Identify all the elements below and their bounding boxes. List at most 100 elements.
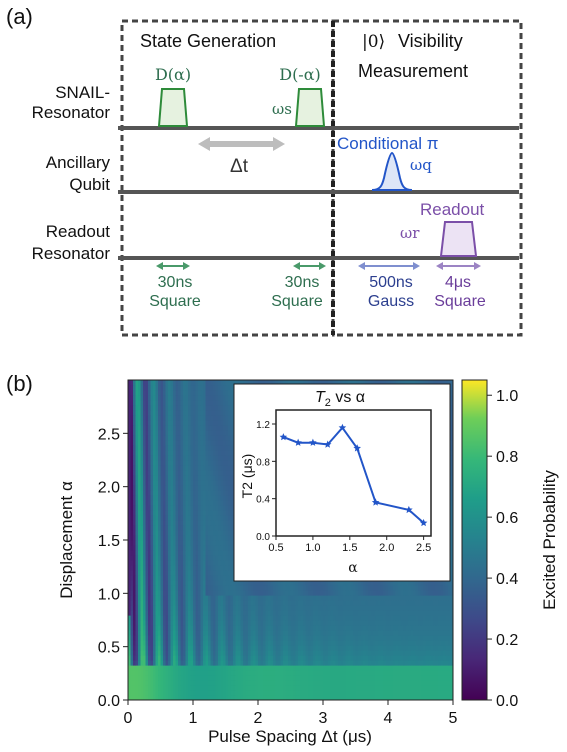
- heatmap-cell: [373, 670, 377, 676]
- heatmap-cell: [448, 590, 452, 596]
- heatmap-cell: [275, 605, 279, 611]
- heatmap-cell: [395, 645, 399, 651]
- heatmap-cell: [288, 625, 292, 631]
- heatmap-cell: [450, 510, 453, 516]
- heatmap-cell: [150, 515, 154, 521]
- heatmap-cell: [358, 605, 362, 611]
- heatmap-cell: [178, 550, 182, 556]
- heatmap-cell: [390, 660, 394, 666]
- heatmap-cell: [205, 590, 209, 596]
- heatmap-cell: [370, 580, 374, 586]
- heatmap-cell: [190, 625, 194, 631]
- heatmap-cell: [283, 585, 287, 591]
- heatmap-cell: [135, 520, 139, 526]
- heatmap-cell: [145, 655, 149, 661]
- heatmap-cell: [368, 635, 372, 641]
- heatmap-cell: [278, 595, 282, 601]
- heatmap-cell: [345, 675, 349, 681]
- heatmap-cell: [130, 535, 134, 541]
- heatmap-cell: [180, 570, 184, 576]
- heatmap-cell: [400, 690, 404, 696]
- heatmap-cell: [333, 615, 337, 621]
- heatmap-cell: [363, 695, 367, 700]
- heatmap-cell: [415, 665, 419, 671]
- heatmap-cell: [208, 665, 212, 671]
- heatmap-cell: [350, 660, 354, 666]
- heatmap-cell: [193, 595, 197, 601]
- heatmap-cell: [440, 585, 444, 591]
- heatmap-cell: [240, 660, 244, 666]
- heatmap-cell: [400, 665, 404, 671]
- heatmap-cell: [225, 640, 229, 646]
- heatmap-cell: [180, 520, 184, 526]
- heatmap-cell: [258, 620, 262, 626]
- heatmap-cell: [190, 520, 194, 526]
- heatmap-cell: [228, 635, 232, 641]
- heatmap-cell: [405, 585, 409, 591]
- heatmap-cell: [178, 600, 182, 606]
- heatmap-cell: [278, 695, 282, 700]
- heatmap-cell: [345, 645, 349, 651]
- heatmap-cell: [450, 615, 453, 621]
- heatmap-cell: [188, 585, 192, 591]
- heatmap-cell: [310, 580, 314, 586]
- heatmap-cell: [213, 550, 217, 556]
- heatmap-cell: [163, 580, 167, 586]
- heatmap-cell: [388, 615, 392, 621]
- heatmap-cell: [393, 585, 397, 591]
- heatmap-cell: [148, 545, 152, 551]
- heatmap-cell: [380, 685, 384, 691]
- heatmap-cell: [143, 670, 147, 676]
- heatmap-cell: [135, 620, 139, 626]
- heatmap-cell: [198, 530, 202, 536]
- heatmap-cell: [315, 600, 319, 606]
- heatmap-cell: [385, 670, 389, 676]
- heatmap-cell: [253, 640, 257, 646]
- heatmap-cell: [363, 610, 367, 616]
- heatmap-cell: [135, 595, 139, 601]
- heatmap-cell: [345, 625, 349, 631]
- heatmap-cell: [425, 680, 429, 686]
- heatmap-cell: [140, 575, 144, 581]
- heatmap-cell: [155, 670, 159, 676]
- heatmap-cell: [388, 630, 392, 636]
- heatmap-cell: [208, 560, 212, 566]
- heatmap-cell: [188, 685, 192, 691]
- heatmap-cell: [285, 650, 289, 656]
- heatmap-cell: [195, 645, 199, 651]
- heatmap-cell: [190, 645, 194, 651]
- heatmap-cell: [385, 635, 389, 641]
- heatmap-cell: [138, 520, 142, 526]
- heatmap-cell: [178, 575, 182, 581]
- heatmap-cell: [330, 590, 334, 596]
- heatmap-cell: [195, 665, 199, 671]
- heatmap-cell: [395, 610, 399, 616]
- heatmap-cell: [165, 540, 169, 546]
- heatmap-cell: [370, 610, 374, 616]
- heatmap-cell: [143, 695, 147, 700]
- heatmap-cell: [333, 625, 337, 631]
- heatmap-cell: [403, 635, 407, 641]
- heatmap-cell: [440, 600, 444, 606]
- heatmap-cell: [138, 505, 142, 511]
- heatmap-cell: [143, 680, 147, 686]
- heatmap-cell: [373, 695, 377, 700]
- heatmap-cell: [140, 615, 144, 621]
- heatmap-cell: [225, 520, 229, 526]
- heatmap-cell: [233, 690, 237, 696]
- heatmap-cell: [205, 640, 209, 646]
- heatmap-cell: [393, 595, 397, 601]
- heatmap-cell: [403, 660, 407, 666]
- heatmap-cell: [183, 695, 187, 700]
- heatmap-cell: [365, 590, 369, 596]
- heatmap-cell: [225, 615, 229, 621]
- heatmap-cell: [158, 505, 162, 511]
- heatmap-cell: [318, 680, 322, 686]
- heatmap-cell: [263, 590, 267, 596]
- heatmap-cell: [158, 575, 162, 581]
- heatmap-cell: [148, 580, 152, 586]
- heatmap-cell: [150, 575, 154, 581]
- heatmap-cell: [208, 650, 212, 656]
- heatmap-cell: [190, 545, 194, 551]
- heatmap-cell: [388, 680, 392, 686]
